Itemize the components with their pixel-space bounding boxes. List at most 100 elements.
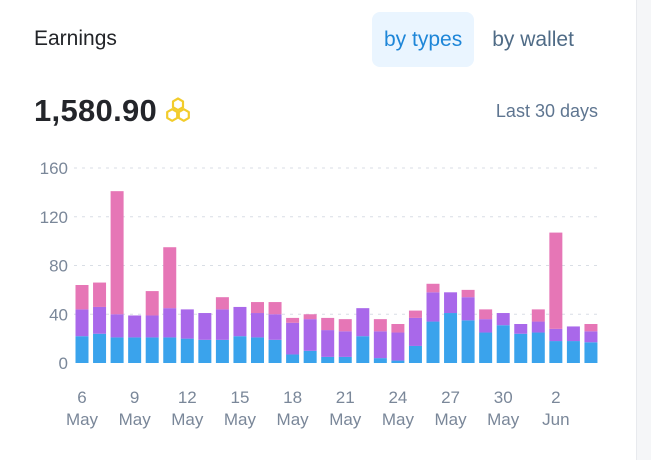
x-tick-month: May [66,410,99,429]
x-tick-month: May [382,410,415,429]
bar-segment [479,332,493,363]
bar-segment [514,333,528,363]
bar-segment [198,313,212,340]
bar-segment [233,306,247,337]
x-tick-month: May [487,410,520,429]
bar-segment [426,292,440,322]
x-tick-month: May [434,410,467,429]
y-tick-label: 40 [49,305,68,324]
tab-by-types[interactable]: by types [372,12,475,67]
x-tick-month: May [171,410,204,429]
bar-segment [338,356,352,363]
bar-segment [356,308,370,337]
bar-segment [268,314,282,340]
honeycomb-coin-icon [166,97,190,122]
x-tick-day: 24 [388,388,407,407]
x-tick-month: May [119,410,152,429]
bar-segment [531,321,545,333]
bar-segment [461,320,475,363]
bar-segment [303,319,317,351]
bar-segment [356,336,370,363]
bar-segment [145,291,159,316]
x-tick-day: 27 [441,388,460,407]
bar-segment [549,328,563,342]
y-tick-label: 160 [40,159,68,178]
period-label: Last 30 days [495,101,598,121]
bar-segment [479,309,493,320]
bar-segment [286,322,300,355]
bar-segment [321,317,335,331]
bar-segment [373,319,387,332]
bar-segment [531,332,545,363]
x-tick-day: 21 [336,388,355,407]
bar-segment [233,336,247,363]
bar-segment [145,315,159,338]
bar-segment [514,324,528,334]
y-tick-label: 80 [49,257,68,276]
x-tick-day: 12 [178,388,197,407]
bar-segment [444,313,458,363]
bar-segment [321,330,335,357]
earnings-card: Earnings by types by wallet 1,580.90 Las… [34,0,637,460]
bar-segment [338,331,352,357]
x-tick-month: May [277,410,310,429]
total-earnings: 1,580.90 [34,93,193,129]
bar-segment [180,309,194,339]
bar-segment [321,356,335,363]
bar-segment [479,319,493,333]
bar-segment [566,341,580,363]
bar-segment [584,324,598,332]
bar-segment [408,310,422,318]
x-tick-day: 15 [230,388,249,407]
bar-segment [391,324,405,333]
bar-segment [461,297,475,321]
bar-segment [584,342,598,363]
bar-segment [163,308,177,338]
bar-segment [110,314,124,338]
bar-segment [145,337,159,363]
bar-segment [251,313,264,338]
bar-segment [286,317,300,323]
bar-segment [426,283,440,293]
y-tick-label: 0 [59,354,68,373]
bar-segment [303,314,317,320]
tab-by-wallet[interactable]: by wallet [492,28,574,51]
bar-segment [303,350,317,363]
bar-segment [426,321,440,363]
view-tabs: by types by wallet [372,12,586,67]
bar-segment [566,326,580,342]
bar-segment [93,282,107,307]
bar-segment [251,337,264,363]
bar-segment [584,331,598,343]
bar-segment [128,315,142,338]
bar-segment [110,191,124,315]
bar-segment [391,332,405,361]
bar-segment [408,345,422,363]
bar-segment [496,325,510,363]
bar-segment [444,292,458,314]
bar-segment [75,309,89,337]
bar-segment [286,354,300,363]
bar-segment [338,319,352,332]
y-tick-label: 120 [40,208,68,227]
bar-segment [251,302,264,314]
bar-segment [215,309,229,340]
x-tick-day: 6 [77,388,86,407]
x-tick-month: Jun [542,410,569,429]
bar-segment [531,309,545,322]
bar-segment [391,360,405,363]
bar-segment [215,339,229,363]
x-tick-day: 30 [494,388,513,407]
bar-segment [198,339,212,363]
bar-segment [163,247,177,309]
bar-segment [373,358,387,364]
x-tick-day: 2 [551,388,560,407]
bar-segment [549,232,563,329]
total-value: 1,580.90 [34,93,158,128]
x-tick-day: 18 [283,388,302,407]
x-tick-day: 9 [130,388,139,407]
bar-segment [75,336,89,363]
bar-segment [496,313,510,326]
earnings-bar-chart: 0 40 80 120 160 6 May 9 May 12 May 15 May 18 May 21 May 2… [40,159,600,429]
